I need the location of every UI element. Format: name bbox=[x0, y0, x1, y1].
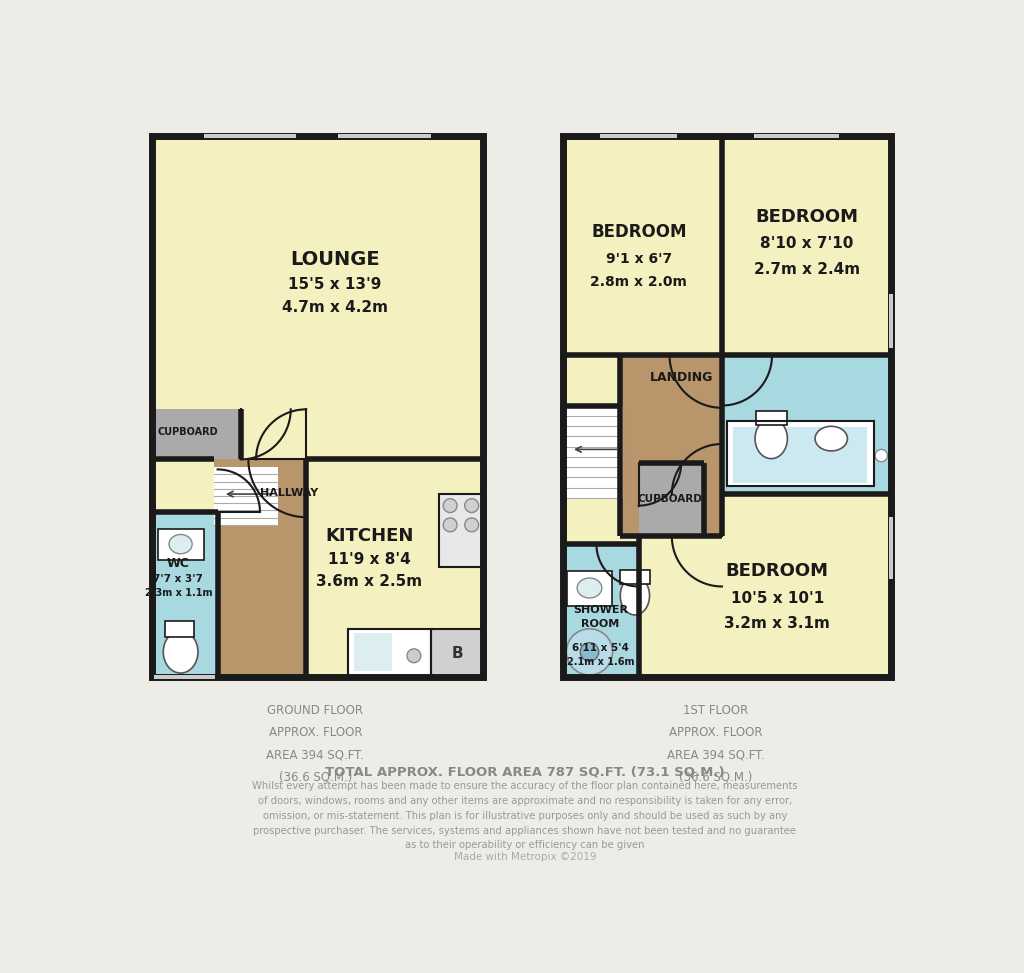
Bar bbox=[620, 355, 722, 536]
Bar bbox=[158, 528, 204, 559]
Ellipse shape bbox=[169, 534, 193, 554]
Bar bbox=[354, 632, 392, 671]
Bar bbox=[306, 459, 483, 677]
Bar bbox=[431, 629, 483, 677]
Text: HALLWAY: HALLWAY bbox=[260, 487, 318, 497]
Bar bbox=[214, 467, 279, 524]
Text: TOTAL APPROX. FLOOR AREA 787 SQ.FT. (73.1 SQ.M.): TOTAL APPROX. FLOOR AREA 787 SQ.FT. (73.… bbox=[325, 766, 725, 778]
Bar bbox=[153, 512, 217, 677]
Bar bbox=[621, 570, 649, 584]
Text: 9'1 x 6'7: 9'1 x 6'7 bbox=[606, 252, 672, 267]
Text: 2.8m x 2.0m: 2.8m x 2.0m bbox=[590, 275, 687, 289]
Bar bbox=[214, 459, 306, 677]
Bar bbox=[567, 571, 611, 606]
Bar bbox=[889, 518, 893, 579]
Text: GROUND FLOOR
APPROX. FLOOR
AREA 394 SQ.FT.
(36.6 SQ.M.): GROUND FLOOR APPROX. FLOOR AREA 394 SQ.F… bbox=[266, 704, 365, 783]
Bar bbox=[639, 463, 705, 536]
Circle shape bbox=[465, 518, 478, 532]
Text: KITCHEN: KITCHEN bbox=[325, 527, 414, 546]
Text: LANDING: LANDING bbox=[649, 371, 713, 383]
Bar bbox=[165, 621, 195, 636]
Text: 11'9 x 8'4: 11'9 x 8'4 bbox=[328, 552, 411, 567]
Text: CUPBOARD: CUPBOARD bbox=[637, 494, 702, 504]
Bar bbox=[563, 136, 891, 677]
Bar bbox=[431, 629, 483, 677]
Circle shape bbox=[581, 643, 599, 661]
Circle shape bbox=[465, 499, 478, 513]
Bar bbox=[158, 528, 204, 559]
Text: 1ST FLOOR
APPROX. FLOOR
AREA 394 SQ.FT.
(36.6 SQ.M.): 1ST FLOOR APPROX. FLOOR AREA 394 SQ.FT. … bbox=[667, 704, 765, 783]
Text: 4.7m x 4.2m: 4.7m x 4.2m bbox=[282, 301, 388, 315]
Text: BEDROOM: BEDROOM bbox=[726, 562, 828, 580]
Text: 2.1m x 1.6m: 2.1m x 1.6m bbox=[566, 657, 634, 667]
Ellipse shape bbox=[815, 426, 848, 450]
Text: BEDROOM: BEDROOM bbox=[755, 208, 858, 226]
Bar bbox=[153, 136, 483, 677]
Text: B: B bbox=[452, 646, 463, 661]
Bar bbox=[154, 675, 215, 679]
Text: CUPBOARD: CUPBOARD bbox=[158, 427, 218, 438]
Bar bbox=[348, 629, 431, 677]
Text: 2.7m x 2.4m: 2.7m x 2.4m bbox=[754, 262, 860, 276]
Text: SHOWER
ROOM: SHOWER ROOM bbox=[572, 605, 628, 630]
Bar bbox=[889, 294, 893, 347]
Text: 8'10 x 7'10: 8'10 x 7'10 bbox=[760, 236, 853, 251]
Bar bbox=[348, 629, 431, 677]
Bar bbox=[153, 136, 483, 677]
Bar bbox=[153, 410, 241, 459]
Text: 10'5 x 10'1: 10'5 x 10'1 bbox=[731, 591, 824, 605]
Bar bbox=[438, 494, 483, 567]
Bar bbox=[563, 406, 624, 498]
Bar bbox=[567, 571, 611, 606]
Bar bbox=[165, 621, 195, 636]
Bar bbox=[756, 411, 786, 425]
Bar bbox=[339, 133, 431, 137]
Bar bbox=[563, 544, 639, 677]
Circle shape bbox=[443, 499, 457, 513]
Bar bbox=[563, 136, 891, 677]
Ellipse shape bbox=[755, 418, 787, 458]
Text: Whilst every attempt has been made to ensure the accuracy of the floor plan cont: Whilst every attempt has been made to en… bbox=[252, 781, 798, 850]
Ellipse shape bbox=[578, 578, 602, 598]
Text: Made with Metropix ©2019: Made with Metropix ©2019 bbox=[454, 852, 596, 862]
Text: LOUNGE: LOUNGE bbox=[290, 250, 380, 269]
Circle shape bbox=[443, 518, 457, 532]
Text: 2.3m x 1.1m: 2.3m x 1.1m bbox=[144, 588, 212, 597]
Bar bbox=[727, 421, 873, 486]
Bar bbox=[438, 494, 483, 567]
Bar bbox=[733, 427, 867, 483]
Text: 15'5 x 13'9: 15'5 x 13'9 bbox=[288, 277, 381, 292]
Bar bbox=[621, 570, 649, 584]
Text: BEDROOM: BEDROOM bbox=[591, 223, 686, 241]
Bar bbox=[727, 421, 873, 486]
Circle shape bbox=[566, 629, 612, 675]
Text: 3.6m x 2.5m: 3.6m x 2.5m bbox=[316, 573, 422, 589]
Circle shape bbox=[876, 450, 888, 462]
Text: WC: WC bbox=[167, 557, 189, 570]
Bar bbox=[755, 133, 839, 137]
Bar bbox=[722, 355, 891, 494]
Ellipse shape bbox=[163, 631, 198, 673]
Bar bbox=[756, 411, 786, 425]
Bar bbox=[204, 133, 296, 137]
Ellipse shape bbox=[621, 576, 649, 615]
Text: 6'11 x 5'4: 6'11 x 5'4 bbox=[571, 643, 629, 653]
Bar bbox=[600, 133, 677, 137]
Text: 7'7 x 3'7: 7'7 x 3'7 bbox=[154, 574, 203, 584]
Circle shape bbox=[407, 649, 421, 663]
Text: 3.2m x 3.1m: 3.2m x 3.1m bbox=[724, 616, 830, 631]
